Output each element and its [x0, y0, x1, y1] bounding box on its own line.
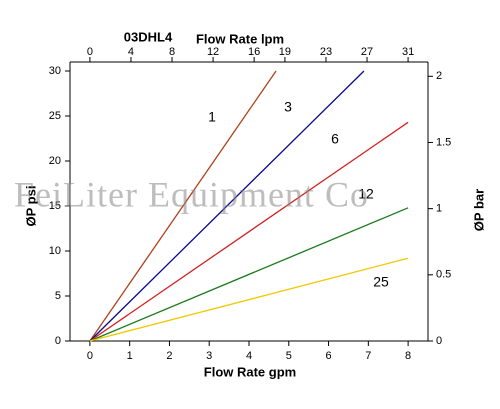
- series-label: 1: [208, 109, 216, 125]
- x-tick-label: 6: [325, 350, 331, 362]
- chart-title: 03DHL4: [124, 29, 173, 44]
- y2-tick-label: 1: [436, 203, 442, 215]
- x-tick-label: 5: [286, 350, 292, 362]
- y-tick-label: 15: [49, 200, 61, 212]
- series-label: 6: [331, 131, 339, 147]
- x-tick-label: 3: [206, 350, 212, 362]
- y-tick-label: 0: [55, 335, 61, 347]
- series-line: [89, 70, 277, 342]
- x-tick-label: 8: [405, 350, 411, 362]
- x2-tick-label: 16: [248, 46, 260, 58]
- x2-tick-label: 0: [87, 46, 93, 58]
- x2-tick-label: 31: [402, 46, 414, 58]
- series-line: [89, 257, 409, 342]
- y2-tick-label: 2: [436, 70, 442, 82]
- y2-axis-label: ØP bar: [471, 189, 486, 231]
- x-tick-label: 0: [87, 350, 93, 362]
- x-tick-label: 2: [166, 350, 172, 362]
- x2-tick-label: 12: [207, 46, 219, 58]
- series-line: [89, 121, 409, 342]
- y-tick-label: 10: [49, 245, 61, 257]
- x2-axis-label: Flow Rate lpm: [196, 31, 284, 46]
- series-label: 12: [358, 186, 374, 202]
- x-axis-label: Flow Rate gpm: [204, 364, 296, 379]
- y-tick-label: 30: [49, 65, 61, 77]
- series-label: 3: [284, 99, 292, 115]
- x2-tick-label: 8: [169, 46, 175, 58]
- series-label: 25: [373, 274, 389, 290]
- x2-tick-label: 4: [128, 46, 134, 58]
- y2-tick-label: 0.5: [436, 269, 451, 281]
- x2-tick-label: 27: [361, 46, 373, 58]
- series-line: [89, 70, 365, 342]
- watermark: FeiLiter Equipment Co: [14, 174, 369, 214]
- y-tick-label: 5: [55, 290, 61, 302]
- x-tick-label: 1: [127, 350, 133, 362]
- series-line: [89, 207, 409, 342]
- y2-tick-label: 0: [436, 335, 442, 347]
- y-tick-label: 25: [49, 110, 61, 122]
- x2-tick-label: 23: [320, 46, 332, 58]
- y-axis-label: ØP psi: [23, 186, 38, 227]
- x-tick-label: 7: [365, 350, 371, 362]
- y-tick-label: 20: [49, 155, 61, 167]
- x2-tick-label: 19: [279, 46, 291, 58]
- x-tick-label: 4: [246, 350, 252, 362]
- y2-tick-label: 1.5: [436, 136, 451, 148]
